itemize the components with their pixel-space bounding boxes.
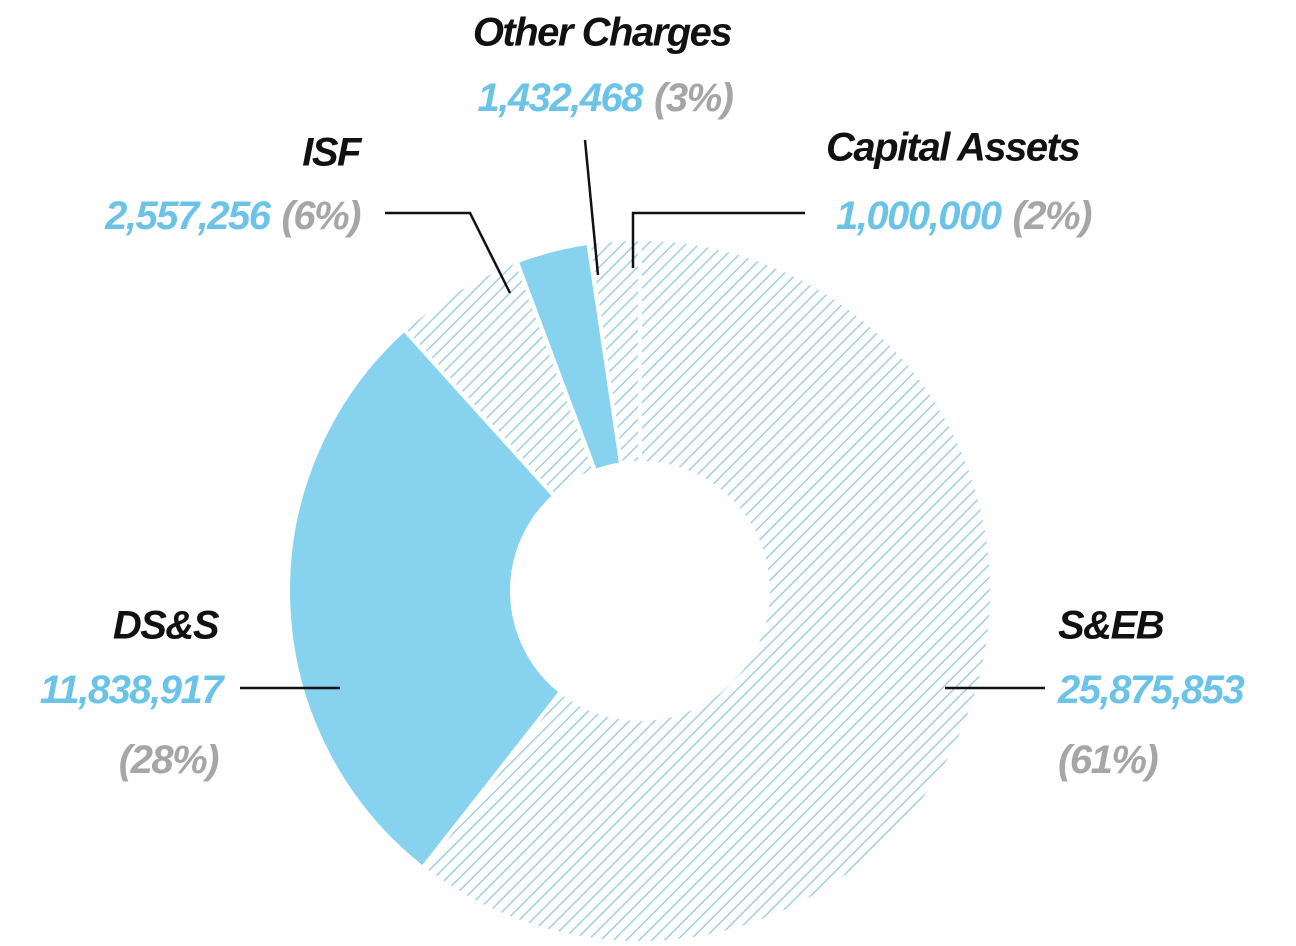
value-text: 1,432,468 [478, 76, 645, 120]
value-label: 11,838,917 [40, 668, 225, 712]
leader-line [631, 211, 805, 268]
value-text: 11,838,917 [40, 668, 225, 712]
slices [286, 236, 994, 945]
category-label: Capital Assets [826, 126, 1079, 170]
percent-text: (61%) [1058, 738, 1158, 782]
percent-text: (28%) [119, 738, 219, 782]
leader-line [385, 211, 512, 294]
slice [419, 236, 994, 945]
category-label: DS&S [113, 604, 220, 648]
labels: S&EB 25,875,853 (61%) DS&S 11,838,917 (28%) IS… [40, 11, 1246, 782]
slice [586, 236, 642, 467]
slice [286, 326, 564, 871]
value-label: 2,557,256 (6%) [104, 194, 361, 238]
category-label: S&EB [1058, 604, 1164, 648]
percent-text: (6%) [282, 194, 362, 238]
value-label: (28%) [119, 738, 219, 782]
value-label: (61%) [1058, 738, 1158, 782]
value-label: 1,432,468 (3%) [478, 76, 734, 120]
category-label: Other Charges [473, 11, 732, 55]
value-text: 25,875,853 [1057, 668, 1244, 712]
percent-text: (3%) [654, 76, 734, 120]
percent-text: (2%) [1012, 194, 1092, 238]
leader-line [583, 139, 600, 276]
value-text: 2,557,256 [104, 194, 272, 238]
value-text: 1,000,000 [836, 194, 1002, 238]
category-label: ISF [302, 131, 363, 175]
value-label: 1,000,000 (2%) [836, 194, 1092, 238]
value-label: 25,875,853 [1057, 668, 1244, 712]
